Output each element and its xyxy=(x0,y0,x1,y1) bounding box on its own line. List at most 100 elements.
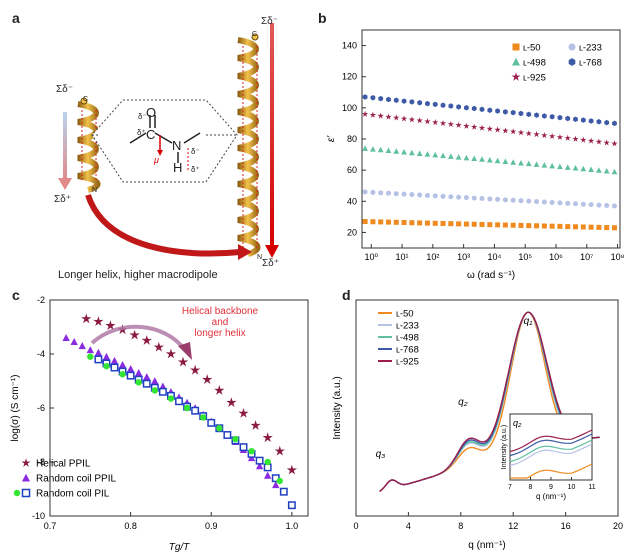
chart-b-point xyxy=(557,163,563,170)
chart-c-point xyxy=(191,406,200,415)
chart-c-point xyxy=(167,395,175,402)
short-dipole-arrow-head xyxy=(58,178,72,190)
chart-b-point xyxy=(541,199,547,205)
panel-letter-b: b xyxy=(318,10,327,26)
chart-d-peak-q2: q₂ xyxy=(458,397,468,408)
chart-b-point xyxy=(565,115,571,122)
chart-c-point xyxy=(202,374,213,385)
chart-b-point xyxy=(463,195,469,201)
short-helix-bottom-charge: Σδ⁺ xyxy=(54,194,72,205)
chart-c-point xyxy=(81,313,92,324)
chart-d-inset-series-line xyxy=(509,439,593,463)
chart-c-point xyxy=(175,397,183,406)
chart-b-point xyxy=(385,113,392,120)
chart-b-point xyxy=(401,148,407,155)
chart-b-point xyxy=(432,119,439,126)
chart-b-point xyxy=(587,137,595,144)
chart-c-point xyxy=(126,365,135,373)
growth-arrow xyxy=(85,193,241,257)
chart-b-point xyxy=(377,112,384,119)
chart-c-point xyxy=(70,338,78,346)
chart-b-point xyxy=(370,189,376,195)
chart-b-point xyxy=(456,104,462,110)
chart-b-point xyxy=(588,118,594,124)
short-helix-c-end xyxy=(80,97,88,105)
chart-b-point xyxy=(439,119,447,127)
chart-d-frame xyxy=(355,299,619,517)
chart-d-inset-series-line xyxy=(509,433,593,457)
chart-b-point xyxy=(595,138,603,145)
chart-c-point xyxy=(143,373,151,381)
chart-d-inset-xtick-label: 10 xyxy=(568,484,576,491)
chart-b-legend-marker xyxy=(511,72,521,81)
chart-c-point xyxy=(239,443,248,452)
chart-b-point xyxy=(417,99,423,106)
chart-b-point xyxy=(432,101,438,108)
chart-c-point xyxy=(94,348,103,356)
chart-d-inset-xtick-label: 8 xyxy=(529,484,533,491)
chart-c-series xyxy=(94,355,296,510)
chart-b-point xyxy=(572,135,579,142)
chart-d-xtick-label: 8 xyxy=(458,521,463,531)
chart-b-legend-label: ʟ-925 xyxy=(523,73,546,84)
chart-c-point xyxy=(232,435,239,443)
chart-c-ytick-label: -10 xyxy=(32,511,45,521)
long-helix-n-label: N xyxy=(257,254,263,261)
chart-c-point xyxy=(142,379,151,388)
chart-b-point xyxy=(596,224,602,230)
chart-b-point xyxy=(596,119,602,125)
chart-c-point xyxy=(286,464,298,475)
chart-b-point xyxy=(424,118,431,125)
chart-c-point xyxy=(255,462,264,470)
chart-b-point xyxy=(448,221,454,227)
chart-c-ytick-label: -2 xyxy=(37,295,45,305)
chart-c-point xyxy=(135,369,143,377)
chart-c-point xyxy=(183,404,191,412)
chart-b-legend-marker xyxy=(511,57,521,66)
long-helix-c-label: C xyxy=(252,31,258,38)
chart-c-point xyxy=(159,382,167,390)
chart-b-point xyxy=(409,99,415,105)
chart-b-xtick-label: 10⁶ xyxy=(549,252,563,262)
long-helix-coil xyxy=(237,37,261,257)
chart-b-point xyxy=(510,222,516,228)
chart-b-point xyxy=(417,192,423,198)
chart-d-inset-xlabel: q (nm⁻¹) xyxy=(536,492,566,501)
chart-b-point xyxy=(534,199,540,205)
chart-d-legend-label: ʟ-768 xyxy=(396,345,419,356)
chart-c-point xyxy=(262,432,273,443)
chart-b-series xyxy=(362,219,617,231)
chart-b-point xyxy=(401,98,407,104)
chart-b-point xyxy=(378,95,384,102)
chart-b-ytick-label: 140 xyxy=(342,41,357,51)
chart-b-point xyxy=(408,116,416,123)
chart-b-point xyxy=(549,223,555,229)
long-helix-bottom-charge: Σδ⁺ xyxy=(262,258,280,269)
chart-b-point xyxy=(393,219,399,225)
chart-b-point xyxy=(448,194,454,200)
nitrogen-partial-charge: δ⁻ xyxy=(191,147,200,156)
chart-c-ytick-label: -8 xyxy=(37,457,45,467)
chart-c-annotation: Helical backbone xyxy=(182,306,259,317)
chart-b-xtick-label: 10⁸ xyxy=(611,252,625,262)
zoom-outline xyxy=(91,99,238,183)
chart-b-point xyxy=(424,220,430,226)
chart-c-point xyxy=(238,408,249,418)
chart-c-legend-label: Helical PPIL xyxy=(36,459,91,470)
chart-b-ytick-label: 40 xyxy=(347,196,357,206)
chart-b-point xyxy=(495,222,501,228)
chart-b-legend-label: ʟ-498 xyxy=(523,58,546,69)
chart-b-point xyxy=(611,203,617,209)
chart-b-legend-label: ʟ-50 xyxy=(523,43,541,54)
chart-b-point xyxy=(557,200,563,206)
mu-label: μ xyxy=(154,155,159,165)
chart-b-point xyxy=(526,111,532,118)
chart-b-point xyxy=(440,102,446,108)
chart-d-legend-label: ʟ-50 xyxy=(396,309,414,320)
chart-c-legend-marker xyxy=(21,458,31,467)
chart-b-point xyxy=(580,136,587,143)
chart-b-legend-marker xyxy=(568,58,576,66)
chart-b-point xyxy=(479,156,485,162)
chart-b-point xyxy=(604,225,610,231)
chart-b-point xyxy=(502,222,508,228)
